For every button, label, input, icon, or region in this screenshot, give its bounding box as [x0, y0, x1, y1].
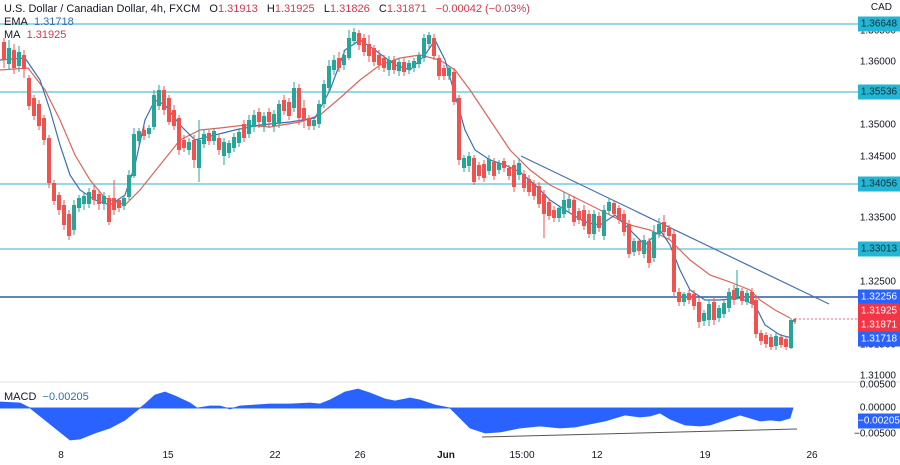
- time-label: 19: [699, 450, 711, 461]
- macd-value-badge: −0.00205: [858, 413, 900, 429]
- ema-legend[interactable]: EMA 1.31718: [4, 16, 74, 29]
- time-axis[interactable]: 8 15 22 26 Jun 15:00 12 19 26: [0, 450, 840, 464]
- ma-legend[interactable]: MA 1.31925: [4, 29, 66, 42]
- price-tick: 1.34500: [859, 151, 896, 163]
- time-label: 12: [591, 450, 603, 461]
- ma-label: MA: [4, 29, 21, 41]
- close-label: C: [378, 3, 387, 15]
- macd-tick: 0.00500: [859, 379, 896, 391]
- level-badge: 1.33013: [858, 241, 900, 257]
- price-tick: 1.36000: [859, 56, 896, 68]
- close-value: 1.31871: [386, 3, 427, 15]
- time-label: 26: [354, 450, 366, 461]
- high-value: 1.31925: [274, 3, 315, 15]
- ema-price-badge: 1.31718: [858, 331, 900, 347]
- price-axis[interactable]: 1.36500 1.36000 1.35000 1.34500 1.33500 …: [843, 0, 900, 465]
- price-tick: 1.32500: [859, 276, 896, 288]
- level-badge-dark: 1.32256: [858, 289, 900, 305]
- time-label: 22: [269, 450, 281, 461]
- time-label: 26: [806, 450, 818, 461]
- ma-price-badge: 1.31925: [858, 303, 900, 319]
- ema-label: EMA: [4, 16, 28, 28]
- price-tick: 1.33500: [859, 212, 896, 224]
- macd-legend[interactable]: MACD −0.00205: [4, 391, 89, 403]
- macd-tick: 0.00000: [859, 402, 896, 414]
- ema-line: [0, 38, 793, 339]
- candlesticks[interactable]: [2, 28, 796, 350]
- macd-label: MACD: [4, 391, 37, 403]
- time-label: 15: [162, 450, 174, 461]
- chart-header: U.S. Dollar / Canadian Dollar, 4h, FXCM …: [4, 2, 530, 16]
- level-badge: 1.36648: [858, 16, 900, 32]
- low-value: 1.31826: [329, 3, 370, 15]
- macd-divergence-line[interactable]: [481, 428, 798, 438]
- time-label: 15:00: [509, 450, 535, 461]
- price-tick: 1.35000: [859, 119, 896, 131]
- low-label: L: [323, 3, 330, 15]
- high-label: H: [266, 3, 275, 15]
- time-label: 8: [58, 450, 64, 461]
- close-price-badge: 1.31871: [858, 317, 900, 333]
- symbol-title[interactable]: U.S. Dollar / Canadian Dollar, 4h, FXCM: [4, 3, 201, 15]
- ema-value: 1.31718: [33, 16, 74, 28]
- change-value: −0.00042 (−0.03%): [435, 3, 530, 15]
- time-label: Jun: [437, 450, 455, 461]
- ma-value: 1.31925: [26, 29, 67, 41]
- level-badge: 1.34056: [858, 176, 900, 192]
- level-badge: 1.35536: [858, 84, 900, 100]
- currency-label: CAD: [870, 2, 892, 13]
- macd-value: −0.00205: [42, 391, 89, 403]
- ma-line: [0, 54, 791, 319]
- macd-tick: −0.00500: [854, 428, 896, 440]
- macd-area: [0, 388, 794, 441]
- descending-trendline[interactable]: [520, 155, 830, 305]
- open-label: O: [209, 3, 218, 15]
- open-value: 1.31913: [217, 3, 258, 15]
- price-tick: 1.31000: [859, 370, 896, 382]
